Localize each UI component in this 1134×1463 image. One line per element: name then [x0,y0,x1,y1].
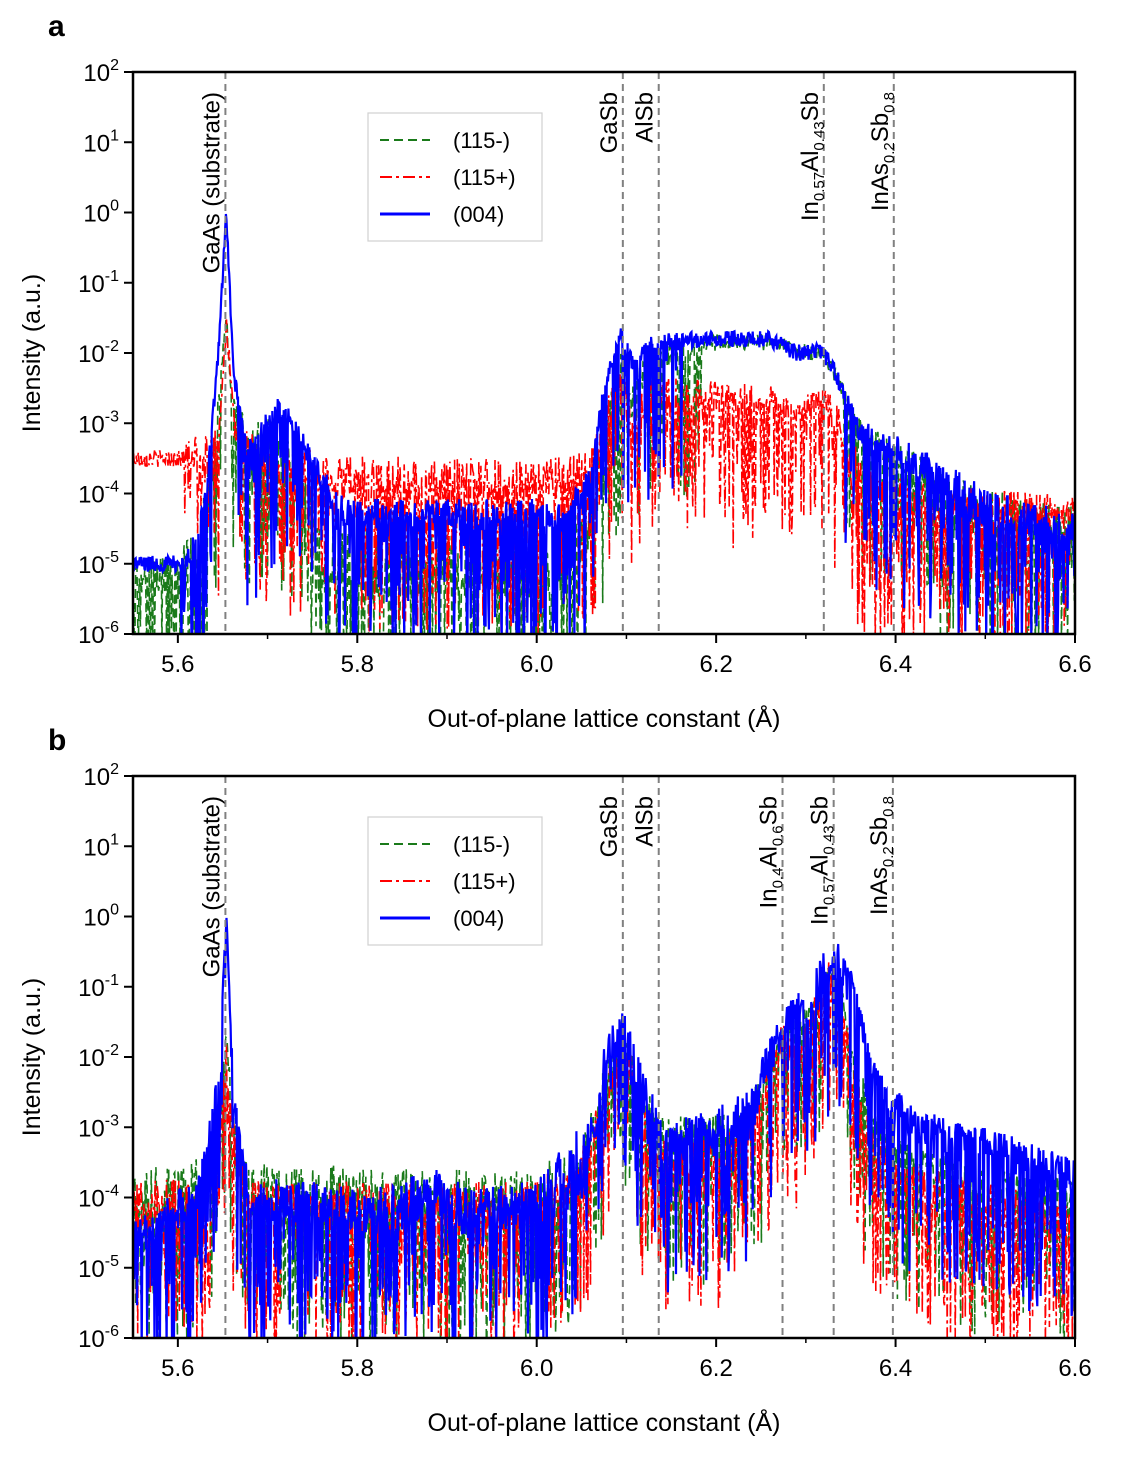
panel-a: a GaAs (substrate) GaSb AlSb In0.57Al0.43Sb I… [18,10,1092,733]
y-axis-title: Intensity (a.u.) [18,274,46,432]
y-tick-label: 10-1 [78,972,119,1002]
y-tick-label: 10-3 [78,408,119,438]
y-tick-label: 10-5 [78,549,119,579]
series-line-004 [133,917,1075,1338]
y-tick-label: 100 [83,902,119,932]
x-tick-label: 6.6 [1058,1355,1091,1382]
data-traces [133,917,1075,1338]
x-tick-label: 6.2 [699,651,732,678]
series-line-004 [133,213,1075,634]
y-tick-label: 10-6 [78,619,119,649]
y-tick-label: 10-4 [78,1183,119,1213]
reference-label: GaSb [596,796,623,857]
y-tick-label: 10-3 [78,1112,119,1142]
x-tick-label: 5.6 [161,651,194,678]
x-tick-label: 6.4 [879,1355,912,1382]
reference-label: GaSb [596,92,623,153]
legend-label: (115-) [453,128,510,153]
y-tick-label: 10-5 [78,1253,119,1283]
y-tick-label: 10-6 [78,1323,119,1353]
y-tick-label: 101 [83,127,119,157]
reference-label: InAs0.2Sb0.8 [866,796,897,915]
panel-b: b GaAs (substrate) GaSb AlSb In0.4Al0.6Sb In0… [18,724,1092,1437]
reference-label: AlSb [632,92,659,143]
reference-label: GaAs (substrate) [198,796,225,977]
reference-label: GaAs (substrate) [198,92,225,273]
legend-label: (115+) [453,869,516,894]
y-tick-label: 10-2 [78,338,119,368]
reference-label: InAs0.2Sb0.8 [867,92,898,211]
y-tick-label: 102 [83,761,119,791]
x-tick-label: 5.8 [341,1355,374,1382]
y-axis-title: Intensity (a.u.) [18,978,46,1136]
series-line-115minus [133,967,1075,1338]
x-tick-label: 6.0 [520,1355,553,1382]
y-tick-label: 100 [83,198,119,228]
y-tick-label: 101 [83,831,119,861]
x-tick-label: 5.8 [341,651,374,678]
legend-box [367,112,543,242]
x-axis-title: Out-of-plane lattice constant (Å) [428,1407,781,1437]
legend-label: (115-) [453,832,510,857]
x-tick-label: 6.2 [699,1355,732,1382]
y-tick-label: 10-4 [78,479,119,509]
x-tick-label: 6.4 [879,651,912,678]
x-axis-title: Out-of-plane lattice constant (Å) [428,703,781,733]
panel-letter: a [48,10,65,43]
data-traces [133,213,1075,634]
reference-label: AlSb [632,796,659,847]
x-tick-label: 6.6 [1058,651,1091,678]
x-tick-label: 5.6 [161,1355,194,1382]
reference-label: In0.4Al0.6Sb [756,796,787,908]
legend: (115-) (115+) (004) [367,816,543,946]
legend-label: (004) [453,202,504,227]
y-tick-label: 102 [83,57,119,87]
legend: (115-) (115+) (004) [367,112,543,242]
legend-label: (115+) [453,165,516,190]
reference-label: In0.57Al0.43Sb [807,796,838,925]
y-tick-label: 10-1 [78,268,119,298]
x-tick-label: 6.0 [520,651,553,678]
legend-label: (004) [453,906,504,931]
y-tick-label: 10-2 [78,1042,119,1072]
panel-letter: b [48,724,66,757]
reference-label: In0.57Al0.43Sb [797,92,828,221]
